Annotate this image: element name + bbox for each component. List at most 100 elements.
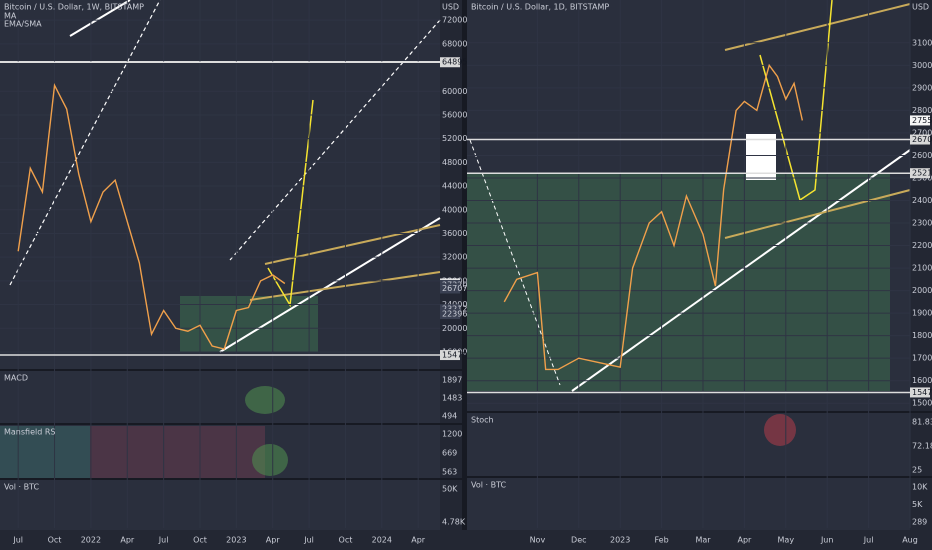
level-label: 15479	[912, 388, 932, 397]
axis-label: USD	[912, 3, 929, 12]
divider	[462, 0, 467, 550]
panel-label: 1897	[442, 376, 462, 385]
x-tick-label: Mar	[695, 536, 711, 545]
arrow	[759, 0, 833, 202]
chart-title: Bitcoin / U.S. Dollar, 1W, BITSTAMP	[4, 3, 144, 12]
x-tick-label: Dec	[571, 536, 586, 545]
y-tick-label: 29000	[912, 83, 932, 92]
y-tick-label: 48000	[442, 158, 467, 167]
left-price-axis	[440, 0, 462, 550]
panel-label: 5K	[912, 500, 923, 509]
y-tick-label: 60000	[442, 87, 467, 96]
panel-label: 563	[442, 468, 457, 477]
price-tag-label: 27554	[912, 116, 932, 125]
y-tick-label: 68000	[442, 39, 467, 48]
x-tick-label: Feb	[655, 536, 669, 545]
y-tick-label: 20000	[912, 286, 932, 295]
legend-item: MA	[4, 12, 17, 21]
price-tag-label: 22396	[442, 310, 467, 319]
y-tick-label: 17000	[912, 354, 932, 363]
legend-item: EMA/SMA	[4, 20, 42, 29]
panel-title: Vol · BTC	[471, 481, 507, 490]
panel-label: 50K	[442, 485, 458, 494]
level-tag	[440, 350, 460, 361]
panel-label: 494	[442, 412, 457, 421]
chart-title: Bitcoin / U.S. Dollar, 1D, BITSTAMP	[471, 3, 609, 12]
y-tick-label: 23000	[912, 219, 932, 228]
x-tick-label: Jul	[863, 536, 874, 545]
level-tag	[910, 387, 930, 398]
x-tick-label: Oct	[48, 536, 62, 545]
x-tick-label: Jun	[820, 536, 834, 545]
y-tick-label: 31000	[912, 38, 932, 47]
trendline	[469, 139, 561, 386]
x-tick-label: May	[778, 536, 795, 545]
y-tick-label: 24000	[912, 196, 932, 205]
y-tick-label: 30000	[912, 61, 932, 70]
highlight	[245, 386, 285, 414]
x-tick-label: Jul	[158, 536, 169, 545]
panel-title: Vol · BTC	[4, 483, 40, 492]
price-tag-label: 26707	[442, 284, 467, 293]
trendline	[219, 217, 441, 353]
y-tick-label: 72000	[442, 16, 467, 25]
panel-label: 81.83	[912, 418, 932, 427]
highlight	[764, 414, 796, 446]
x-tick-label: Apr	[737, 536, 752, 545]
y-tick-label: 52000	[442, 134, 467, 143]
price-tag	[910, 115, 930, 126]
channel	[69, 0, 131, 37]
zone	[90, 426, 265, 478]
x-tick-label: 2024	[372, 536, 392, 545]
level-tag	[910, 134, 930, 145]
y-tick-label: 20000	[442, 324, 467, 333]
x-tick-label: Jul	[303, 536, 314, 545]
x-tick-label: Oct	[193, 536, 207, 545]
y-tick-label: 16000	[912, 376, 932, 385]
trendline	[571, 149, 911, 392]
y-tick-label: 36000	[442, 229, 467, 238]
panel-label: 1483	[442, 394, 462, 403]
price-tag	[440, 283, 460, 294]
x-tick-label: 2023	[226, 536, 246, 545]
ghost-icon	[746, 134, 776, 180]
time-axis	[0, 530, 932, 550]
y-tick-label: 32000	[442, 253, 467, 262]
price-line	[503, 63, 804, 371]
panel-label: 669	[442, 449, 457, 458]
panel-label: 289	[912, 518, 927, 527]
y-tick-label: 28000	[912, 106, 932, 115]
y-tick-label: 26000	[912, 151, 932, 160]
y-tick-label: 44000	[442, 182, 467, 191]
level-label: 26707	[912, 135, 932, 144]
level-label: 15479	[442, 351, 467, 360]
price-tag	[440, 309, 460, 320]
panel-label: 25	[912, 466, 922, 475]
highlight	[252, 444, 288, 476]
x-tick-label: 2022	[81, 536, 101, 545]
level-tag	[440, 57, 460, 68]
price-line	[17, 82, 286, 350]
y-tick-label: 15000	[912, 399, 932, 408]
channel	[9, 0, 161, 286]
trendline	[724, 189, 911, 239]
x-tick-label: 2023	[610, 536, 630, 545]
y-tick-label: 21000	[912, 264, 932, 273]
x-tick-label: Apr	[266, 536, 281, 545]
panel-label: 72.18	[912, 442, 932, 451]
panel-label: 4.78K	[442, 518, 466, 527]
panel-label: 10K	[912, 483, 928, 492]
x-tick-label: Nov	[530, 536, 546, 545]
y-tick-label: 27000	[912, 128, 932, 137]
y-tick-label: 18000	[912, 331, 932, 340]
x-tick-label: Jul	[12, 536, 23, 545]
x-tick-label: Apr	[411, 536, 426, 545]
level-label: 64895	[442, 58, 467, 67]
y-tick-label: 19000	[912, 309, 932, 318]
axis-label: USD	[442, 3, 459, 12]
y-tick-label: 22000	[912, 241, 932, 250]
y-tick-label: 56000	[442, 110, 467, 119]
x-tick-label: Aug	[902, 536, 918, 545]
